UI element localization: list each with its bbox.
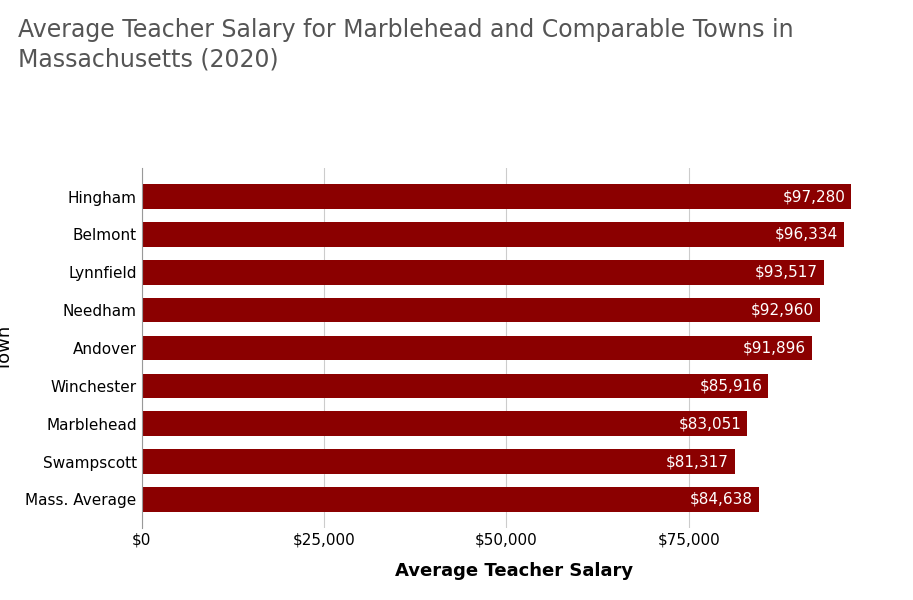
Bar	[142, 336, 812, 360]
Bar	[142, 374, 768, 398]
Bar	[142, 222, 845, 247]
Text: Average Teacher Salary for Marblehead and Comparable Towns in
Massachusetts (202: Average Teacher Salary for Marblehead an…	[18, 18, 794, 72]
Bar	[142, 487, 759, 512]
Text: $83,051: $83,051	[678, 416, 741, 431]
Bar	[142, 184, 851, 209]
Text: $91,896: $91,896	[743, 340, 806, 355]
Text: $84,638: $84,638	[690, 492, 753, 507]
Y-axis label: Town: Town	[0, 325, 15, 371]
Text: $93,517: $93,517	[755, 265, 818, 280]
Text: $85,916: $85,916	[699, 379, 762, 394]
Text: $97,280: $97,280	[782, 189, 845, 204]
Bar	[142, 260, 824, 284]
Text: $81,317: $81,317	[666, 454, 729, 469]
Bar	[142, 298, 820, 322]
Text: $96,334: $96,334	[775, 227, 838, 242]
Text: $92,960: $92,960	[750, 302, 813, 317]
Bar	[142, 449, 735, 474]
X-axis label: Average Teacher Salary: Average Teacher Salary	[394, 562, 633, 580]
Bar	[142, 412, 748, 436]
